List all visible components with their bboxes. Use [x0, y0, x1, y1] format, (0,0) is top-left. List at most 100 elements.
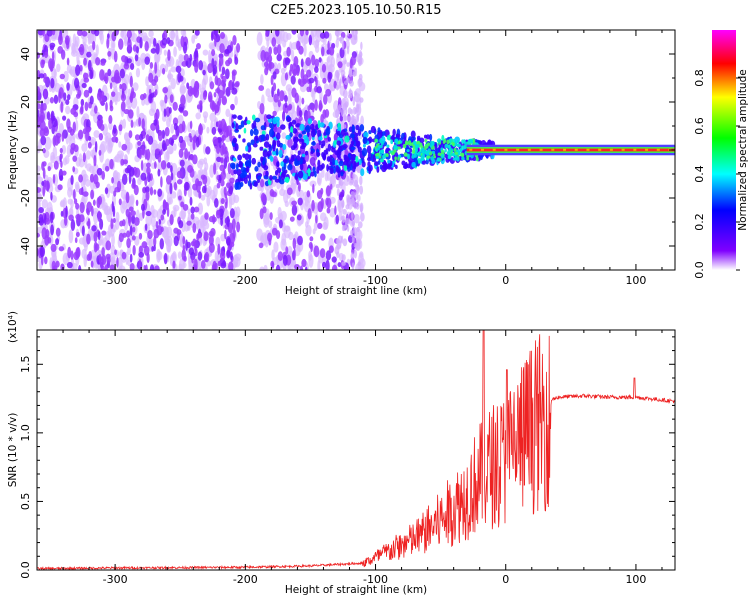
x-tick-label: -200: [233, 274, 258, 287]
spectrogram-cell: [326, 164, 329, 172]
spectrogram-cell: [347, 224, 350, 232]
tone-band-highlight: [586, 148, 590, 151]
spectrogram-cell: [50, 224, 54, 236]
spectrogram-cell: [305, 57, 312, 67]
spectrogram-cell: [429, 133, 433, 141]
spectrogram-cell: [97, 210, 101, 222]
spectrogram-cell: [148, 108, 155, 117]
spectrogram-cell: [198, 60, 204, 71]
spectrogram-cell: [349, 177, 355, 184]
spectrogram-cell: [451, 142, 455, 147]
spectrogram-cell: [258, 242, 264, 249]
spectrogram-cell: [341, 254, 346, 261]
spectrogram-cell: [346, 62, 350, 67]
spectrogram-cell: [145, 210, 152, 217]
spectrogram-cell: [335, 84, 340, 91]
spectrogram-cell: [190, 153, 194, 161]
spectrogram-cell: [61, 144, 67, 155]
spectrogram-cell: [327, 40, 330, 51]
spectrogram-cell: [122, 118, 127, 129]
spectrogram-cell: [193, 87, 200, 98]
spectrogram-cell: [286, 46, 291, 57]
spectrogram-cell: [82, 152, 86, 163]
spectrogram-cell: [66, 144, 72, 158]
spectrogram-cell: [231, 163, 236, 170]
spectrogram-cell: [117, 150, 125, 159]
spectrogram-cell: [144, 41, 149, 52]
spectrogram-cell: [316, 151, 321, 157]
spectrogram-cell: [121, 251, 127, 260]
spectrogram-cell: [129, 75, 133, 88]
spectrogram-cell: [248, 172, 252, 181]
spectrogram-cell: [301, 258, 307, 268]
spectrogram-cell: [190, 206, 195, 214]
spectrogram-cell: [380, 158, 384, 163]
spectrogram-cell: [290, 154, 295, 163]
spectrogram-cell: [291, 110, 298, 120]
spectrogram-cell: [343, 113, 347, 121]
spectrogram-cell: [413, 140, 416, 145]
spectrogram-cell: [139, 36, 143, 49]
spectrogram-cell: [106, 38, 110, 49]
spectrogram-cell: [132, 245, 136, 256]
spectrogram-cell: [166, 226, 173, 239]
spectrogram-cell: [225, 68, 230, 80]
spectrogram-cell: [85, 179, 91, 187]
spectrogram-cell: [150, 215, 156, 228]
spectrogram-cell: [121, 200, 128, 210]
x-tick-label: 0: [502, 573, 509, 586]
spectrogram-cell: [274, 169, 279, 176]
spectrogram-cell: [329, 154, 333, 164]
spectrogram-cell: [224, 217, 230, 225]
spectrogram-cell: [215, 88, 221, 94]
spectrogram-cell: [147, 229, 153, 240]
spectrogram-cell: [148, 30, 154, 38]
spectrogram-cell: [143, 93, 147, 99]
spectrogram-cell: [301, 130, 307, 135]
spectrogram-cell: [334, 30, 340, 37]
spectrogram-cell: [53, 68, 57, 79]
colorbar-tick-label: 0.8: [693, 69, 706, 87]
spectrogram-cell: [327, 63, 335, 73]
spectrogram-cell: [279, 90, 285, 102]
spectrogram-cell: [98, 149, 102, 156]
spectrogram-cell: [72, 155, 78, 162]
spectrogram-cell: [239, 173, 245, 179]
spectrogram-cell: [346, 116, 352, 122]
spectrogram-cell: [278, 149, 283, 158]
spectrogram-cell: [410, 130, 416, 139]
spectrogram-cell: [356, 141, 360, 149]
spectrogram-cell: [160, 149, 163, 156]
spectrogram-cell: [337, 104, 342, 114]
spectrogram-cell: [260, 192, 266, 203]
tone-band-highlight: [645, 148, 649, 151]
spectrogram-cell: [162, 86, 169, 94]
spectrogram-cell: [172, 251, 177, 264]
spectrogram-cell: [164, 127, 170, 137]
spectrogram-cell: [154, 89, 158, 96]
spectrogram-cell: [109, 99, 113, 109]
spectrogram-cell: [70, 174, 74, 186]
spectrogram-cell: [331, 147, 336, 153]
spectrogram-cell: [67, 187, 73, 198]
spectrogram-cell: [336, 130, 341, 136]
spectrogram-cell: [260, 232, 268, 246]
spectrogram-cell: [434, 143, 438, 151]
spectrogram-cell: [412, 136, 416, 141]
spectrogram-cell: [40, 135, 47, 146]
spectrogram-cell: [355, 132, 359, 137]
spectrogram-cell: [342, 124, 347, 129]
spectrogram-cell: [245, 166, 250, 173]
spectrogram-cell: [342, 143, 348, 149]
spectrogram-cell: [63, 70, 69, 83]
spectrogram-cell: [386, 144, 390, 148]
spectrogram-cell: [148, 238, 153, 250]
spectrogram-y-ticks: -40 -20 0 20 40: [19, 29, 675, 271]
spectrogram-cell: [167, 49, 171, 61]
spectrogram-cell: [79, 43, 85, 56]
spectrogram-cell: [322, 221, 328, 230]
spectrogram-cell: [436, 138, 442, 143]
spectrogram-cell: [177, 195, 182, 201]
spectrogram-cell: [193, 134, 197, 144]
spectrogram-cell: [425, 150, 429, 155]
